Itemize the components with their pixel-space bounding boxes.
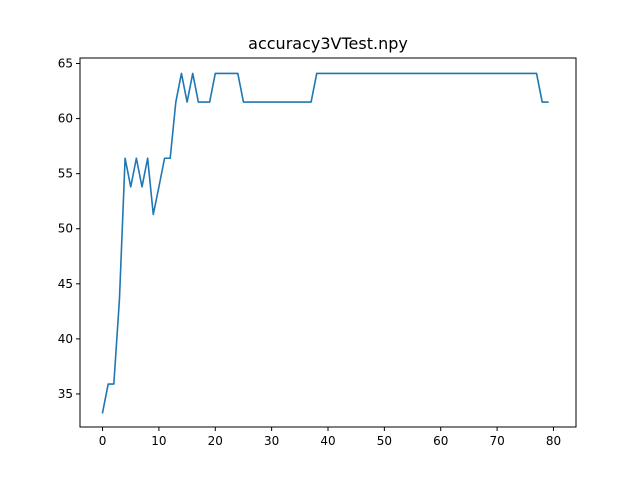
x-tick-label: 30: [264, 434, 279, 448]
series-layer: [101, 72, 549, 414]
x-tick-label: 10: [151, 434, 166, 448]
x-tick-label: 40: [320, 434, 335, 448]
x-tick-label: 20: [208, 434, 223, 448]
axes-frame: [79, 57, 577, 428]
x-tick-label: 80: [546, 434, 561, 448]
plot-area: [79, 57, 577, 428]
chart-title: accuracy3VTest.npy: [248, 34, 408, 53]
y-tick-label: 65: [58, 57, 73, 71]
x-axis-ticks: 0 10 20 30 40 50 60 70 80: [99, 427, 561, 448]
x-tick-label: 0: [99, 434, 107, 448]
y-tick-label: 35: [58, 387, 73, 401]
x-tick-label: 70: [489, 434, 504, 448]
y-tick-label: 55: [58, 167, 73, 181]
y-tick-label: 45: [58, 277, 73, 291]
y-tick-label: 40: [58, 332, 73, 346]
x-tick-label: 50: [377, 434, 392, 448]
y-axis-ticks: 35 40 45 50 55 60 65: [58, 57, 80, 401]
y-tick-label: 60: [58, 112, 73, 126]
y-tick-label: 50: [58, 222, 73, 236]
x-tick-label: 60: [433, 434, 448, 448]
series-line: [101, 72, 549, 414]
